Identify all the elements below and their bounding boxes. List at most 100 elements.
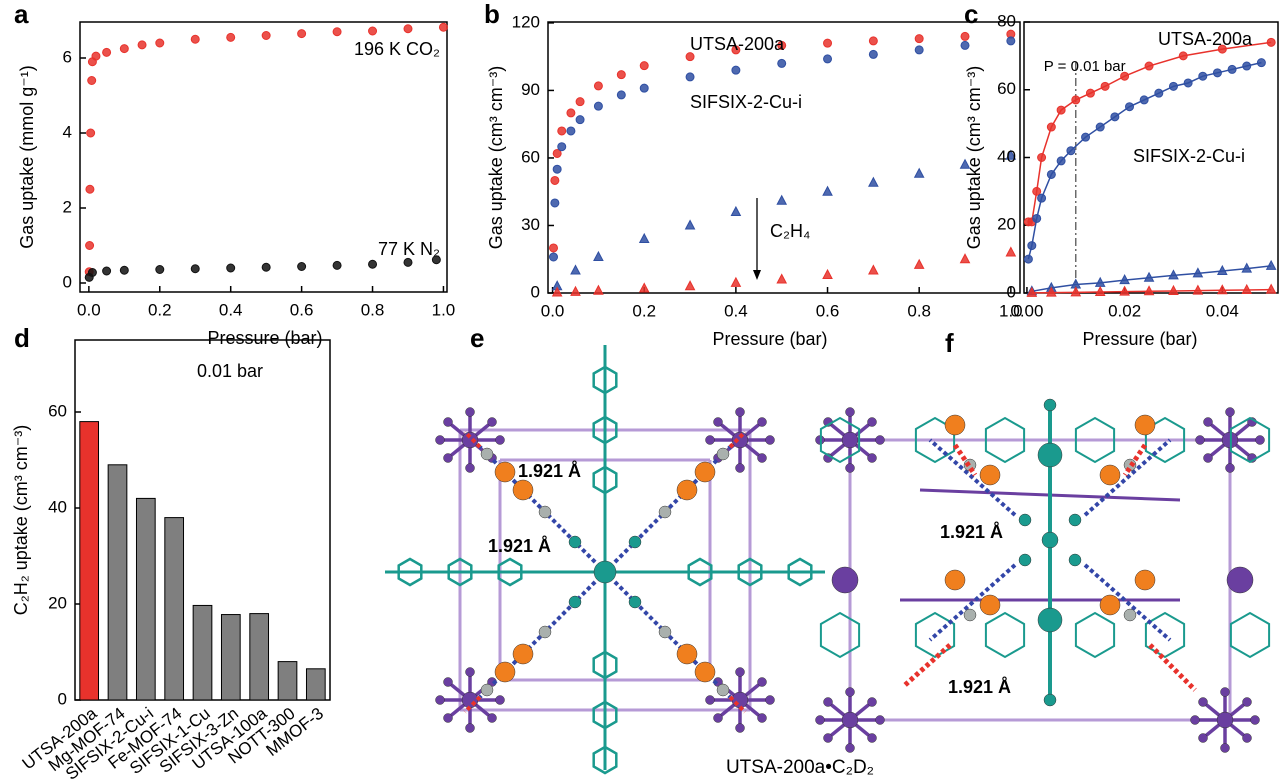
- point: [1184, 79, 1192, 87]
- point: [576, 98, 584, 106]
- point: [576, 116, 584, 124]
- point: [262, 32, 270, 40]
- atom: [1227, 567, 1253, 593]
- point: [86, 185, 94, 193]
- point: [1179, 52, 1187, 60]
- y-tick-label: 0: [63, 272, 72, 291]
- x-tick-label: 0.6: [290, 300, 314, 319]
- point: [439, 23, 447, 31]
- point: [915, 260, 924, 269]
- reference-label: P = 0.01 bar: [1044, 58, 1126, 75]
- point: [594, 286, 603, 295]
- atom: [1124, 609, 1136, 621]
- bar: [221, 615, 240, 700]
- point: [558, 143, 566, 151]
- point: [1038, 194, 1046, 202]
- point: [1267, 285, 1276, 294]
- atom: [758, 678, 767, 687]
- atom: [868, 418, 877, 427]
- x-axis-title: Pressure (bar): [1082, 329, 1197, 349]
- point: [1033, 214, 1041, 222]
- atom: [444, 678, 453, 687]
- point: [686, 53, 694, 61]
- point: [333, 28, 341, 36]
- atom: [1191, 716, 1200, 725]
- point: [1169, 82, 1177, 90]
- atom: [1243, 734, 1252, 743]
- point: [1111, 113, 1119, 121]
- point: [731, 278, 740, 287]
- atom: [1243, 698, 1252, 707]
- point: [1140, 96, 1148, 104]
- y-tick-label: 0: [531, 282, 540, 301]
- point: [617, 71, 625, 79]
- annotation: 196 K CO₂: [354, 39, 440, 59]
- y-tick-label: 2: [63, 197, 72, 216]
- point: [88, 269, 96, 277]
- y-tick-label: 60: [48, 401, 67, 420]
- atom: [659, 626, 671, 638]
- x-tick-label: 0.4: [219, 300, 243, 319]
- point: [1121, 72, 1129, 80]
- point: [1006, 247, 1015, 256]
- atom: [444, 714, 453, 723]
- atom: [569, 596, 581, 608]
- point: [640, 62, 648, 70]
- x-tick-label: 0.04: [1206, 301, 1239, 320]
- point: [571, 265, 580, 274]
- point: [549, 244, 557, 252]
- atom: [1038, 443, 1062, 467]
- y-tick-label: 0: [58, 689, 67, 708]
- x-tick-label: 0.0: [541, 301, 565, 320]
- arrow-head: [753, 270, 761, 280]
- point: [961, 32, 969, 40]
- x-tick-label: 0.4: [724, 301, 748, 320]
- atom: [824, 698, 833, 707]
- atom: [846, 464, 855, 473]
- y-tick-label: 90: [521, 80, 540, 99]
- point: [915, 35, 923, 43]
- point: [298, 30, 306, 38]
- atom: [706, 696, 715, 705]
- x-tick-label: 0.2: [148, 300, 172, 319]
- point: [823, 187, 832, 196]
- point: [869, 50, 877, 58]
- atom: [444, 418, 453, 427]
- atom: [717, 684, 729, 696]
- x-tick-label: 0.6: [816, 301, 840, 320]
- point: [1067, 147, 1075, 155]
- distance-label: 1.921 Å: [518, 461, 581, 481]
- point: [778, 59, 786, 67]
- x-tick-label: 0.8: [907, 301, 931, 320]
- atom: [868, 734, 877, 743]
- atom: [714, 418, 723, 427]
- atom: [706, 436, 715, 445]
- point: [1072, 96, 1080, 104]
- point: [961, 41, 969, 49]
- point: [1101, 82, 1109, 90]
- point: [1199, 72, 1207, 80]
- atom: [1256, 436, 1265, 445]
- atom: [736, 408, 745, 417]
- point: [1267, 261, 1276, 270]
- x-tick-label: 0.02: [1108, 301, 1141, 320]
- panel-letter: f: [945, 328, 954, 358]
- atom: [717, 448, 729, 460]
- panel-letter: c: [964, 0, 978, 29]
- y-axis-title: Gas uptake (mmol g⁻¹): [17, 65, 37, 249]
- point: [551, 199, 559, 207]
- atom: [466, 668, 475, 677]
- point: [551, 176, 559, 184]
- point: [120, 45, 128, 53]
- atom: [495, 462, 515, 482]
- atom: [876, 716, 885, 725]
- point: [1213, 69, 1221, 77]
- point: [869, 178, 878, 187]
- atom: [569, 536, 581, 548]
- atom: [736, 464, 745, 473]
- point: [191, 265, 199, 273]
- y-tick-label: 60: [997, 79, 1016, 98]
- point: [567, 109, 575, 117]
- point: [594, 82, 602, 90]
- point: [1257, 59, 1265, 67]
